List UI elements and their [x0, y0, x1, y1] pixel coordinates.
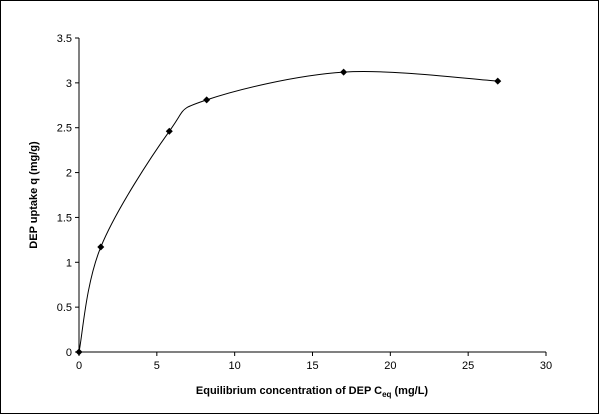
point [75, 348, 83, 356]
point [340, 68, 348, 76]
x-tick-label: 15 [306, 360, 318, 372]
y-tick-label: 0 [66, 347, 72, 359]
x-tick-label: 30 [540, 360, 552, 372]
x-tick-label: 0 [76, 360, 82, 372]
series-line [78, 71, 498, 353]
point [203, 96, 211, 104]
y-tick-label: 3.5 [57, 33, 72, 45]
y-axis-title: DEP uptake q (mg/g) [28, 141, 40, 249]
point [165, 127, 173, 135]
x-tick-label: 20 [384, 360, 396, 372]
x-tick-label: 5 [154, 360, 160, 372]
x-axis-title: Equilibrium concentration of DEP Ceq (mg… [196, 385, 429, 399]
y-tick-label: 1 [66, 257, 72, 269]
x-tick-label: 10 [229, 360, 241, 372]
y-tick-label: 0.5 [57, 302, 72, 314]
x-tick-label: 25 [462, 360, 474, 372]
y-tick-label: 2 [66, 168, 72, 180]
y-tick-label: 1.5 [57, 212, 72, 224]
point [97, 243, 105, 251]
y-tick-label: 3 [66, 78, 72, 90]
y-tick-label: 2.5 [57, 123, 72, 135]
point [494, 77, 502, 85]
